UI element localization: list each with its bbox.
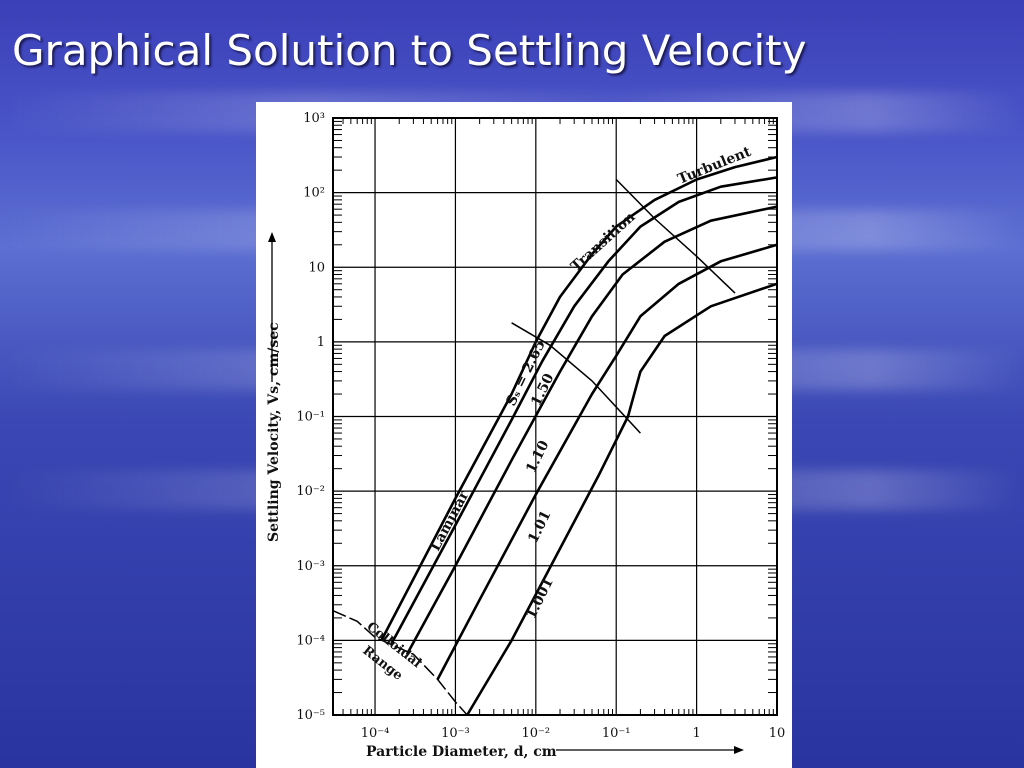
- y-tick-label: 10⁻³: [296, 559, 325, 574]
- transition-label: Transition: [568, 209, 639, 275]
- series-label-1-001: 1.001: [523, 575, 557, 621]
- series-label-1-01: 1.01: [525, 508, 554, 546]
- series: [380, 155, 778, 716]
- settling-velocity-chart: 10⁻⁴ 10⁻³ 10⁻² 10⁻¹ 1 10 10⁻⁵ 10⁻⁴ 10⁻³ 10⁻² 10⁻¹ 1…: [266, 111, 785, 760]
- laminar-transition-boundary: [511, 322, 641, 434]
- x-tick-label: 10⁻³: [441, 726, 470, 741]
- regime-boundaries: [332, 178, 736, 716]
- y-tick-label: 10⁻¹: [296, 410, 325, 425]
- series-line: [466, 282, 778, 716]
- x-tick-label: 10⁻²: [522, 726, 551, 741]
- x-axis-arrowhead: [734, 746, 744, 754]
- axis-ticks: [332, 118, 777, 715]
- x-axis-label: Particle Diameter, d, cm: [366, 744, 557, 760]
- tick-labels: 10⁻⁴ 10⁻³ 10⁻² 10⁻¹ 1 10 10⁻⁵ 10⁻⁴ 10⁻³ 10⁻² 10⁻¹ 1…: [296, 111, 785, 741]
- y-tick-label: 10⁻²: [296, 484, 325, 499]
- plot-frame: [332, 117, 778, 716]
- y-tick-label: 10: [308, 260, 325, 275]
- y-tick-label: 10²: [303, 186, 325, 201]
- series-line: [390, 176, 778, 645]
- y-tick-label: 10³: [303, 111, 325, 126]
- y-tick-label: 1: [317, 335, 325, 350]
- series-line: [405, 205, 778, 655]
- y-tick-label: 10⁻⁵: [296, 708, 325, 723]
- y-axis-label-group: Settling Velocity, Vs, cm/sec: [266, 322, 282, 542]
- chart-panel: 10⁻⁴ 10⁻³ 10⁻² 10⁻¹ 1 10 10⁻⁵ 10⁻⁴ 10⁻³ 10⁻² 10⁻¹ 1…: [256, 102, 792, 768]
- x-tick-label: 10⁻⁴: [361, 726, 390, 741]
- y-axis-label: Settling Velocity, Vs, cm/sec: [266, 322, 282, 542]
- x-tick-label: 10: [769, 726, 786, 741]
- slide-title: Graphical Solution to Settling Velocity: [12, 26, 807, 75]
- y-tick-label: 10⁻⁴: [296, 633, 325, 648]
- colloidal-boundary: [332, 610, 468, 716]
- series-line: [436, 243, 778, 681]
- x-tick-label: 10⁻¹: [602, 726, 631, 741]
- series-line: [380, 155, 778, 642]
- y-axis-arrowhead: [268, 232, 276, 242]
- transition-turbulent-boundary: [615, 178, 736, 294]
- grid: [333, 117, 778, 716]
- x-tick-label: 1: [692, 726, 700, 741]
